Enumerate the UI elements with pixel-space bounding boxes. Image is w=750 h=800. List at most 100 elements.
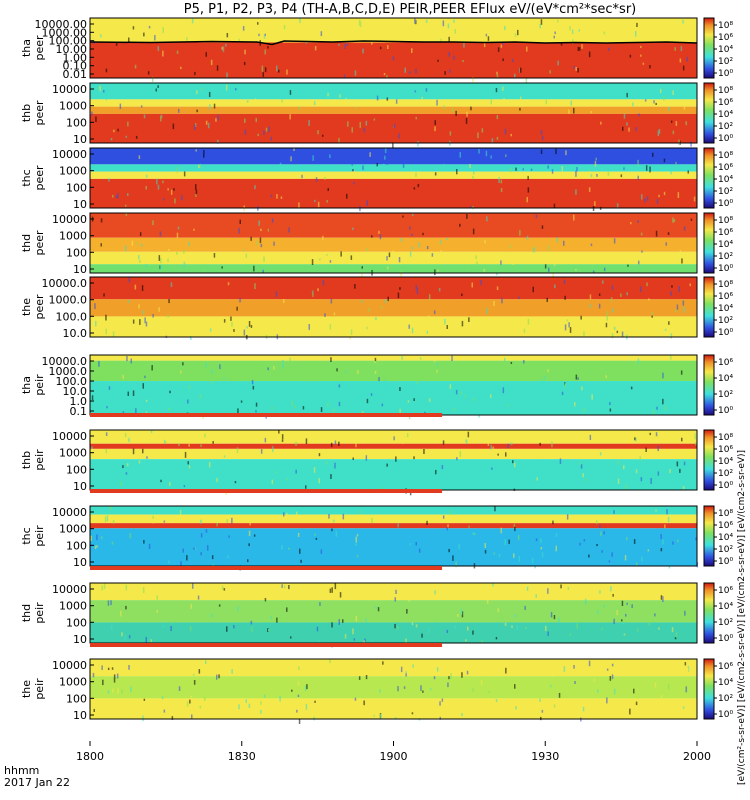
- noise-speck: [632, 102, 634, 107]
- noise-speck: [202, 714, 204, 717]
- noise-speck: [121, 632, 123, 637]
- noise-speck: [327, 402, 329, 407]
- noise-speck: [579, 328, 581, 333]
- colorbar-tick-label: 10²: [718, 694, 733, 704]
- noise-speck: [206, 476, 209, 480]
- noise-speck: [571, 507, 573, 511]
- noise-speck: [142, 587, 145, 594]
- noise-speck: [226, 519, 228, 523]
- noise-speck: [621, 331, 624, 338]
- noise-speck: [250, 620, 253, 625]
- noise-speck: [446, 325, 448, 329]
- noise-speck: [251, 626, 253, 633]
- noise-speck: [478, 468, 480, 471]
- noise-speck: [368, 308, 370, 312]
- noise-speck: [608, 47, 610, 51]
- noise-speck: [563, 279, 566, 284]
- noise-speck: [205, 408, 208, 411]
- noise-texture: [91, 355, 683, 420]
- noise-speck: [498, 553, 501, 558]
- noise-speck: [484, 549, 487, 554]
- noise-speck: [116, 673, 119, 679]
- y-tick-label: 10: [73, 263, 87, 276]
- noise-speck: [599, 452, 602, 456]
- noise-speck: [435, 469, 437, 475]
- noise-speck: [685, 121, 687, 126]
- noise-speck: [183, 261, 186, 268]
- noise-speck: [193, 673, 195, 676]
- noise-speck: [660, 695, 663, 699]
- y-tick-label: 100.00: [49, 35, 88, 48]
- noise-speck: [501, 297, 503, 304]
- noise-speck: [359, 617, 362, 621]
- noise-speck: [204, 433, 206, 438]
- noise-speck: [233, 329, 235, 332]
- noise-speck: [199, 705, 202, 709]
- noise-speck: [328, 514, 330, 519]
- noise-speck: [569, 26, 571, 31]
- noise-speck: [682, 65, 685, 71]
- noise-speck: [430, 251, 432, 255]
- noise-speck: [334, 462, 336, 469]
- noise-speck: [436, 369, 438, 373]
- noise-speck: [616, 330, 619, 334]
- y-tick-label: 10.0: [63, 385, 88, 398]
- noise-texture: [91, 213, 693, 279]
- noise-speck: [646, 196, 649, 201]
- noise-speck: [134, 64, 137, 69]
- noise-speck: [611, 674, 614, 680]
- noise-speck: [505, 154, 507, 157]
- noise-speck: [647, 549, 650, 552]
- noise-speck: [145, 264, 147, 268]
- noise-speck: [475, 255, 477, 260]
- noise-speck: [195, 184, 197, 190]
- noise-speck: [684, 610, 686, 616]
- noise-speck: [170, 189, 173, 195]
- y-tick-label: 100: [66, 181, 87, 194]
- noise-speck: [545, 99, 547, 105]
- noise-speck: [483, 268, 485, 272]
- noise-speck: [421, 633, 423, 638]
- noise-speck: [657, 471, 660, 476]
- noise-speck: [208, 506, 211, 511]
- noise-speck: [298, 718, 301, 724]
- noise-speck: [128, 277, 131, 283]
- noise-speck: [510, 167, 512, 173]
- noise-speck: [384, 379, 386, 385]
- noise-speck: [431, 253, 434, 257]
- noise-speck: [105, 68, 108, 73]
- noise-speck: [612, 308, 614, 313]
- noise-speck: [150, 430, 153, 433]
- noise-speck: [305, 703, 308, 710]
- colorbar-tick-label: 10²: [718, 316, 733, 326]
- noise-speck: [318, 453, 321, 457]
- noise-speck: [178, 443, 180, 447]
- noise-speck: [152, 515, 154, 519]
- noise-speck: [412, 664, 414, 668]
- noise-speck: [174, 198, 176, 204]
- noise-speck: [392, 250, 394, 254]
- colorbar-tick-label: 10⁰: [718, 264, 733, 274]
- noise-speck: [596, 544, 598, 547]
- noise-speck: [204, 697, 206, 701]
- noise-speck: [609, 676, 612, 681]
- noise-speck: [329, 260, 332, 263]
- noise-speck: [645, 447, 647, 452]
- noise-speck: [356, 534, 359, 537]
- noise-speck: [635, 469, 638, 474]
- noise-speck: [644, 198, 646, 203]
- noise-speck: [485, 33, 488, 37]
- noise-speck: [518, 555, 521, 562]
- noise-speck: [361, 411, 364, 414]
- noise-speck: [415, 542, 417, 546]
- noise-speck: [669, 469, 671, 474]
- noise-speck: [637, 175, 639, 181]
- noise-speck: [514, 614, 517, 618]
- noise-speck: [564, 383, 566, 388]
- noise-speck: [263, 130, 265, 135]
- noise-speck: [144, 375, 146, 379]
- noise-speck: [660, 534, 662, 540]
- noise-speck: [316, 626, 319, 632]
- noise-speck: [542, 459, 544, 466]
